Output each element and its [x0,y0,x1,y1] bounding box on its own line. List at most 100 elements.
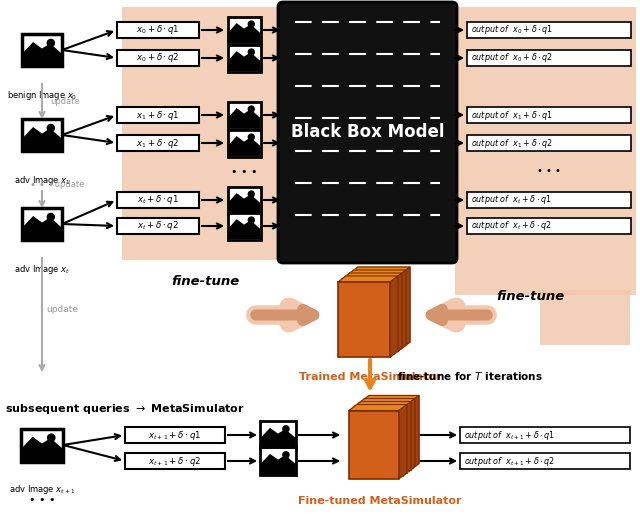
Circle shape [47,124,54,132]
Text: fine-tune: fine-tune [171,275,239,288]
Bar [353,408,403,475]
Polygon shape [353,401,411,408]
Bar [22,119,62,151]
Polygon shape [350,267,410,273]
Circle shape [47,40,54,46]
Text: output of  $x_1 + \delta \cdot q1$: output of $x_1 + \delta \cdot q1$ [471,108,553,121]
Bar [467,50,631,66]
Text: output of  $x_{t+1} + \delta \cdot q2$: output of $x_{t+1} + \delta \cdot q2$ [464,454,555,468]
Bar [338,282,390,357]
Polygon shape [261,455,295,474]
Bar [227,212,260,240]
Polygon shape [357,398,415,405]
Polygon shape [394,273,402,354]
Bar [467,22,631,38]
Bar [260,421,296,449]
Text: adv Image $x_t$: adv Image $x_t$ [14,263,70,276]
Polygon shape [22,438,62,461]
Text: output of  $x_0 + \delta \cdot q1$: output of $x_0 + \delta \cdot q1$ [471,24,553,36]
Text: output of  $x_{t+1} + \delta \cdot q1$: output of $x_{t+1} + \delta \cdot q1$ [464,429,555,442]
Text: output of  $x_t + \delta \cdot q1$: output of $x_t + \delta \cdot q1$ [471,193,552,207]
Bar [117,50,199,66]
Bar [227,187,260,213]
Polygon shape [23,128,61,150]
Bar [117,218,199,234]
Polygon shape [399,405,407,479]
Text: update: update [50,97,80,105]
Bar [227,16,260,44]
Bar [540,290,630,345]
Text: Black Box Model: Black Box Model [291,123,444,141]
Bar [117,192,199,208]
Text: $x_{t+1} + \delta \cdot q2$: $x_{t+1} + \delta \cdot q2$ [148,454,202,468]
Bar [349,411,399,479]
Bar [467,135,631,151]
Bar [460,453,630,469]
Bar [21,429,63,462]
Bar [357,405,407,472]
Text: output of  $x_t + \delta \cdot q2$: output of $x_t + \delta \cdot q2$ [471,219,552,232]
Text: fine-tune: fine-tune [496,290,564,303]
Bar [467,192,631,208]
Polygon shape [349,405,407,411]
Circle shape [248,191,254,197]
Text: output of  $x_1 + \delta \cdot q2$: output of $x_1 + \delta \cdot q2$ [471,137,553,150]
Bar [125,453,225,469]
Text: $x_1 + \delta \cdot q1$: $x_1 + \delta \cdot q1$ [136,108,180,121]
Text: Trained MetaSimulator: Trained MetaSimulator [299,372,441,382]
Polygon shape [228,109,259,127]
Text: Fine-tuned MetaSimulator: Fine-tuned MetaSimulator [298,496,461,506]
Text: subsequent queries $\rightarrow$ MetaSimulator: subsequent queries $\rightarrow$ MetaSim… [5,402,245,416]
Polygon shape [228,194,259,212]
Polygon shape [228,220,259,238]
Bar [125,427,225,443]
Bar [227,101,260,128]
Text: $x_{t+1} + \delta \cdot q1$: $x_{t+1} + \delta \cdot q1$ [148,429,202,442]
Polygon shape [403,401,411,475]
Polygon shape [398,270,406,351]
Polygon shape [402,267,410,348]
Circle shape [47,434,55,442]
Text: $x_t + \delta \cdot q1$: $x_t + \delta \cdot q1$ [137,193,179,207]
Bar [342,279,394,354]
Polygon shape [23,217,61,239]
Bar [22,34,62,66]
Bar [227,130,260,156]
Bar [117,135,199,151]
Text: • • •: • • • [231,167,257,177]
Bar [361,401,411,469]
Circle shape [47,213,54,221]
Text: $x_1 + \delta \cdot q2$: $x_1 + \delta \cdot q2$ [136,137,180,150]
Bar [350,273,402,348]
Bar [467,107,631,123]
Polygon shape [228,24,259,43]
Text: output of  $x_0 + \delta \cdot q2$: output of $x_0 + \delta \cdot q2$ [471,51,553,64]
Text: • • •: • • • [30,180,54,190]
Polygon shape [361,395,419,401]
Bar [455,7,636,295]
Text: • • •: • • • [29,495,55,505]
Circle shape [248,21,254,27]
Circle shape [248,49,254,55]
Polygon shape [338,276,398,282]
Circle shape [248,134,254,140]
Bar [346,276,398,351]
Polygon shape [411,395,419,469]
Circle shape [283,452,289,458]
Polygon shape [346,270,406,276]
Polygon shape [390,276,398,357]
Text: update: update [52,180,84,189]
Polygon shape [23,43,61,65]
Bar [117,22,199,38]
Polygon shape [407,398,415,472]
Text: benign Image $x_0$: benign Image $x_0$ [7,89,77,102]
Circle shape [248,217,254,223]
Bar [260,447,296,475]
Text: • • •: • • • [537,166,561,176]
Text: adv Image $x_{t+1}$: adv Image $x_{t+1}$ [9,483,75,496]
Text: $x_0 + \delta \cdot q1$: $x_0 + \delta \cdot q1$ [136,24,180,36]
Text: update: update [46,305,78,315]
Text: fine-tune for $T$ iterations: fine-tune for $T$ iterations [397,370,543,382]
Polygon shape [228,137,259,156]
Bar [22,208,62,240]
